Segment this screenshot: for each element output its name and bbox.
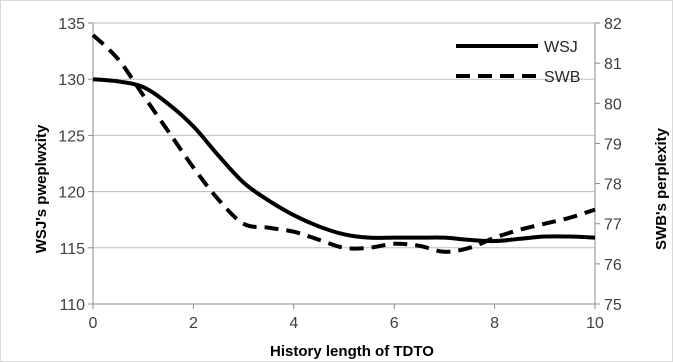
left-tick-label: 110: [59, 297, 85, 314]
legend-label-swb: SWB: [544, 69, 580, 86]
series-line-wsj: [93, 79, 595, 241]
x-axis-ticks: 0 2 4 6 8 10: [89, 315, 604, 332]
left-tick-label: 130: [58, 72, 85, 89]
gridlines: [93, 23, 595, 304]
right-tick-label: 78: [604, 177, 622, 194]
x-tick-label: 6: [390, 315, 399, 332]
legend-label-wsj: WSJ: [544, 39, 578, 56]
x-tick-label: 0: [89, 315, 98, 332]
right-tick-label: 75: [604, 297, 622, 314]
left-axis-ticks: 110 115 120 125 130 135: [58, 16, 85, 314]
x-tick-label: 2: [189, 315, 198, 332]
right-tick-label: 82: [604, 16, 622, 33]
left-tick-label: 115: [59, 241, 85, 258]
x-axis-title: History length of TDTO: [270, 343, 434, 360]
x-tick-label: 8: [490, 315, 499, 332]
series-lines: [93, 35, 595, 252]
right-tick-label: 77: [604, 217, 622, 234]
right-axis-title: SWB's perplexity: [653, 127, 670, 250]
x-tick-label: 4: [289, 315, 298, 332]
right-tick-label: 79: [604, 136, 622, 153]
left-axis-title: WSJ's pweplwxity: [33, 124, 50, 253]
right-tick-label: 76: [604, 257, 622, 274]
right-tick-label: 81: [604, 56, 622, 73]
series-line-swb: [93, 35, 595, 252]
right-axis-ticks: 75 76 77 78 79 80 81 82: [604, 16, 622, 314]
axes: [88, 23, 600, 309]
x-tick-label: 10: [586, 315, 604, 332]
right-tick-label: 80: [604, 96, 622, 113]
left-tick-label: 125: [58, 128, 85, 145]
left-tick-label: 135: [58, 16, 85, 33]
left-tick-label: 120: [58, 185, 85, 202]
